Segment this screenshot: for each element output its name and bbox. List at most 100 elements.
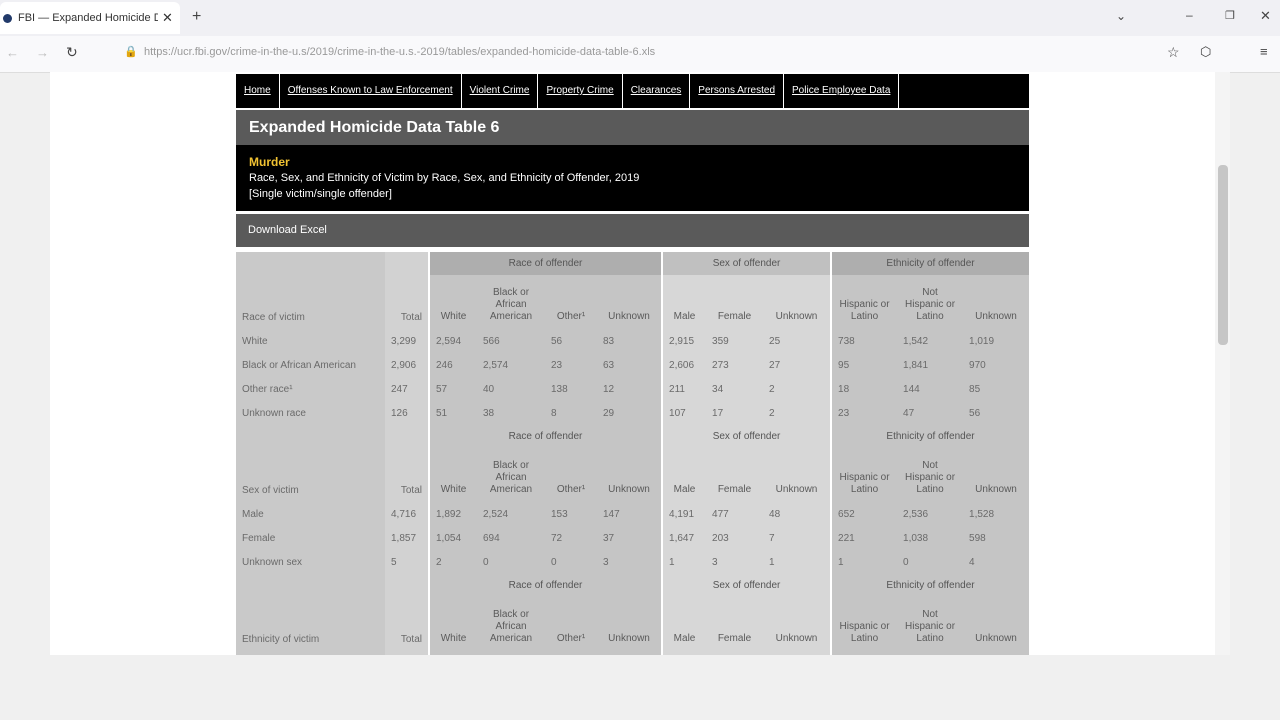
cell: 23 (545, 353, 597, 377)
column-header: Unknown (963, 275, 1029, 329)
cell: 72 (545, 526, 597, 550)
url[interactable]: https://ucr.fbi.gov/crime-in-the-u.s/201… (144, 46, 656, 58)
nav-link[interactable]: Police Employee Data (784, 74, 900, 108)
cell: 3 (706, 550, 764, 574)
group-header: Ethnicity of offender (830, 252, 1029, 275)
cell: 247 (385, 377, 429, 401)
menu[interactable]: ≡ (1260, 44, 1268, 59)
data-row: Hispanic or Latino9877591771437894781559… (236, 651, 1029, 655)
column-header: Unknown (763, 275, 832, 329)
cell: 29 (597, 401, 663, 425)
tab-close[interactable]: ✕ (162, 10, 173, 25)
cell: 56 (963, 401, 1029, 425)
cell: 1,647 (661, 526, 707, 550)
nav-link[interactable]: Clearances (623, 74, 691, 108)
cell: 1 (763, 550, 832, 574)
forward[interactable]: → (36, 45, 49, 60)
row-header-label: Race of victim (236, 252, 385, 329)
group-header-row: Ethnicity of victim Total Race of offender… (236, 574, 1029, 651)
column-header: Not Hispanic or Latino (897, 448, 964, 502)
column-header: Hispanic or Latino (830, 448, 898, 502)
new-tab[interactable]: + (192, 8, 202, 25)
scroll-thumb[interactable] (1218, 165, 1228, 345)
cell: 241 (897, 651, 964, 655)
column-header: Unknown (963, 597, 1029, 651)
cell: 0 (477, 550, 545, 574)
tab[interactable]: FBI — Expanded Homicide Dat ✕ (0, 2, 180, 34)
minimize[interactable]: – (1186, 8, 1193, 22)
cell: 0 (897, 550, 964, 574)
nav-link[interactable]: Offenses Known to Law Enforcement (280, 74, 462, 108)
cell: 51 (428, 401, 477, 425)
bookmark[interactable]: ☆ (1167, 44, 1180, 60)
cell: 57 (428, 377, 477, 401)
tab-bar: FBI — Expanded Homicide Dat ✕ + ⌄ – ❐ ✕ (0, 0, 1280, 36)
column-header: Female (706, 448, 764, 502)
nav-link[interactable]: Violent Crime (462, 74, 539, 108)
cell: 759 (428, 651, 477, 655)
cell: 37 (597, 526, 663, 550)
cell: 5 (385, 550, 429, 574)
nav-link[interactable]: Home (236, 74, 280, 108)
back[interactable]: ← (6, 45, 19, 60)
cell: 144 (897, 377, 964, 401)
cell: 1,892 (428, 502, 477, 526)
cell: 970 (963, 353, 1029, 377)
column-header: Other¹ (545, 448, 597, 502)
group-header-row: Sex of victim Total Race of offender Sex of… (236, 425, 1029, 502)
cell: 147 (597, 502, 663, 526)
row-label: Hispanic or Latino (236, 651, 385, 655)
row-header-label: Sex of victim (236, 425, 385, 502)
cell: 1,841 (897, 353, 964, 377)
cell: 2,915 (661, 329, 707, 353)
cell: 2,906 (385, 353, 429, 377)
page-title: Expanded Homicide Data Table 6 (236, 110, 1029, 145)
close-window[interactable]: ✕ (1260, 8, 1271, 23)
cell: 1,038 (897, 526, 964, 550)
column-header: Other¹ (545, 275, 597, 329)
cell: 85 (963, 377, 1029, 401)
cell: 38 (477, 401, 545, 425)
cell: 48 (763, 502, 832, 526)
cell: 3 (597, 550, 663, 574)
cell: 246 (428, 353, 477, 377)
data-row: Male 4,716 1,892 2,524 153 147 4,191 477 48 652 2,… (236, 502, 1029, 526)
nav-link[interactable]: Property Crime (538, 74, 623, 108)
subtitle: Murder (249, 155, 290, 169)
data-row: Unknown sex 5 2 0 0 3 1 3 1 1 0 4 (236, 550, 1029, 574)
group-header: Race of offender (427, 425, 663, 448)
cell: 1,019 (963, 329, 1029, 353)
group-header: Ethnicity of offender (830, 574, 1029, 597)
column-header: Unknown (763, 597, 832, 651)
column-header: Male (661, 275, 707, 329)
tab-list[interactable]: ⌄ (1116, 9, 1127, 23)
cell: 7 (763, 526, 832, 550)
cell: 151 (963, 651, 1029, 655)
cell: 566 (477, 329, 545, 353)
group-header: Race of offender (427, 252, 663, 275)
reload[interactable]: ↻ (66, 44, 78, 60)
cell: 203 (706, 526, 764, 550)
column-header: Male (661, 597, 707, 651)
column-header: Not Hispanic or Latino (897, 597, 964, 651)
shield[interactable]: ⬡ (1200, 44, 1212, 59)
restore[interactable]: ❐ (1225, 10, 1235, 22)
cell: 27 (763, 353, 832, 377)
data-row: Female 1,857 1,054 694 72 37 1,647 203 7 221 1,038… (236, 526, 1029, 550)
cell: 95 (830, 353, 898, 377)
cell: 25 (763, 329, 832, 353)
cell: 4,191 (661, 502, 707, 526)
nav-link[interactable]: Persons Arrested (690, 74, 785, 108)
cell: 56 (545, 329, 597, 353)
cell: 47 (897, 401, 964, 425)
cell: 34 (706, 377, 764, 401)
description: Race, Sex, and Ethnicity of Victim by Ra… (249, 172, 640, 184)
cell: 78 (706, 651, 764, 655)
lock-icon[interactable]: 🔒 (124, 46, 138, 58)
scrollbar[interactable] (1215, 72, 1230, 655)
cell: 138 (545, 377, 597, 401)
download-button[interactable]: Download Excel (236, 214, 1029, 247)
column-header: Unknown (763, 448, 832, 502)
column-header: Unknown (597, 448, 663, 502)
